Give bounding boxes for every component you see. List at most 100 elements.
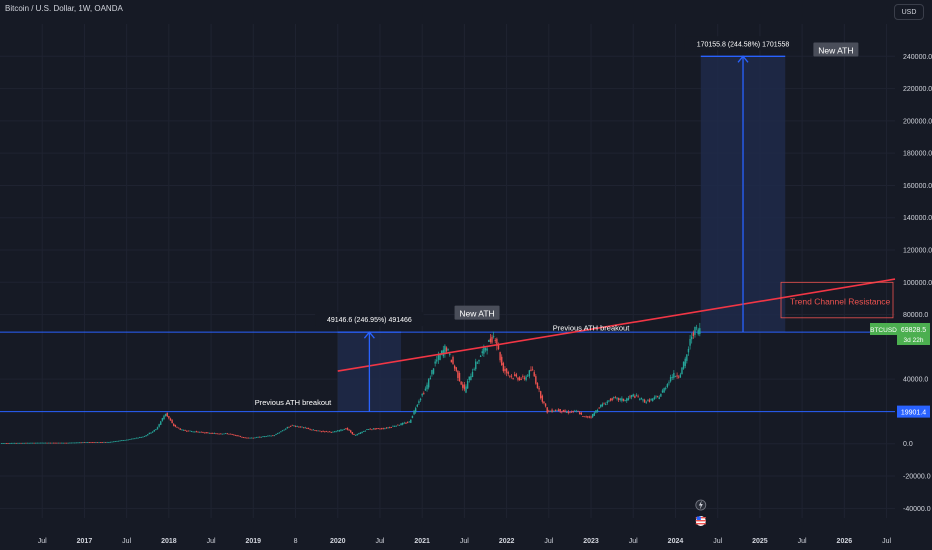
candle-body (494, 340, 496, 341)
candle-body (203, 432, 206, 434)
candle-body (627, 397, 630, 401)
candle-body (426, 384, 428, 390)
candle-body (343, 429, 345, 431)
candle-body (444, 345, 446, 355)
y-tick-label: 120000.0 (903, 248, 932, 255)
candle-body (324, 431, 326, 433)
annotation-previous-ath: Previous ATH breakout (553, 324, 630, 333)
candle-body (416, 404, 418, 407)
candle-body (226, 433, 229, 435)
candle-body (333, 431, 336, 433)
candle-body (361, 431, 363, 434)
candle-body (367, 429, 370, 430)
candle-body (182, 429, 185, 431)
candle-body (635, 395, 638, 396)
candle-body (681, 367, 683, 375)
candle-body (388, 427, 391, 429)
y-tick-label: 100000.0 (903, 280, 932, 287)
candle-body (122, 440, 125, 441)
measure-label-bg (315, 312, 424, 327)
candle-body (520, 378, 522, 380)
candle-body (173, 423, 175, 426)
candle-body (401, 422, 404, 425)
annotation-outline (780, 281, 894, 319)
candle-body (384, 428, 386, 430)
candle-body (611, 398, 613, 401)
candle-body (369, 428, 371, 430)
candle-body (488, 340, 490, 342)
candle-body (660, 393, 662, 397)
candle-body (460, 381, 462, 385)
candle-body (536, 383, 539, 389)
candle-body (132, 438, 134, 440)
price-badge-value: 69828.5 (901, 327, 926, 334)
candle-body (591, 414, 594, 418)
candle-body (270, 435, 272, 437)
candle-body (502, 363, 505, 372)
candle-body (135, 437, 138, 439)
candle-body (575, 410, 578, 412)
candle-body (302, 427, 305, 429)
candle-body (613, 397, 615, 398)
candle-body (578, 412, 581, 415)
candle-body (10, 442, 13, 444)
candle-body (468, 376, 470, 380)
candle-body (46, 442, 48, 444)
candle-body (630, 395, 633, 398)
candle-body (255, 436, 258, 438)
candle-body (31, 442, 34, 444)
candle-body (499, 352, 501, 361)
candle-body (285, 428, 287, 430)
candle-body (199, 431, 201, 433)
candle-body (515, 374, 518, 377)
candle-body (286, 426, 289, 429)
candle-body (658, 397, 660, 400)
candle-body (296, 426, 298, 428)
candle-body (478, 359, 480, 362)
y-tick-label: 200000.0 (903, 118, 932, 125)
candle-body (234, 435, 237, 436)
candle-body (354, 434, 357, 436)
x-tick-label: Jul (460, 538, 469, 545)
candle-body (585, 416, 587, 418)
candle-body (410, 419, 412, 423)
candle-body (669, 377, 672, 382)
candle-body (699, 328, 701, 335)
candle-body (348, 429, 350, 431)
candle-body (608, 400, 610, 402)
candle-body (580, 412, 582, 415)
candle-body (544, 403, 547, 407)
candle-body (565, 411, 568, 413)
candle-body (41, 442, 43, 444)
x-tick-label: Jul (38, 538, 47, 545)
candle-body (421, 394, 423, 396)
candle-body (353, 433, 355, 435)
candle-body (380, 428, 383, 430)
candle-body (665, 388, 667, 390)
candle-body (57, 442, 60, 444)
candle-body (548, 410, 550, 412)
candle-body (25, 442, 27, 444)
x-tick-label: 2023 (583, 538, 599, 545)
candle-body (13, 442, 16, 444)
candle-body (340, 429, 342, 431)
candle-body (366, 429, 368, 430)
candle-body (91, 442, 94, 443)
candle-body (116, 440, 118, 442)
candle-body (35, 442, 37, 444)
candle-body (233, 434, 235, 436)
candle-body (220, 433, 222, 435)
candle-body (130, 438, 133, 440)
candle-body (470, 376, 472, 381)
candle-body (619, 398, 621, 400)
candle-body (624, 400, 626, 402)
candle-body (674, 376, 677, 377)
candle-body (150, 432, 152, 434)
currency-button[interactable]: USD (894, 4, 924, 20)
candle-body (374, 428, 376, 430)
candle-body (176, 426, 178, 428)
candle-body (273, 435, 276, 437)
candle-body (434, 361, 436, 364)
candle-body (75, 442, 78, 444)
